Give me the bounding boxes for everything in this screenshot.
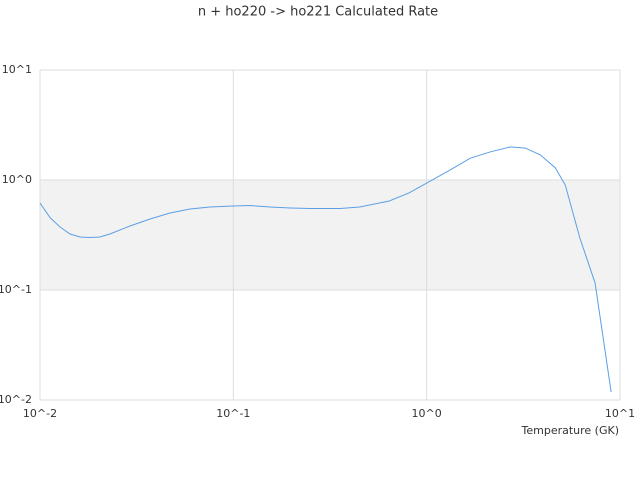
x-axis-label: Temperature (GK) [521,424,620,437]
y-tick-label: 10^1 [2,63,32,76]
y-tick-label: 10^-1 [0,283,32,296]
x-tick-label: 10^-1 [216,407,250,420]
y-tick-label: 10^0 [2,173,32,186]
chart-title: n + ho220 -> ho221 Calculated Rate [198,5,438,20]
y-tick-label: 10^-2 [0,393,32,406]
x-tick-label: 10^-2 [23,407,57,420]
x-tick-label: 10^0 [412,407,442,420]
x-tick-label: 10^1 [605,407,635,420]
line-series [39,146,612,393]
plot-band [40,180,620,290]
